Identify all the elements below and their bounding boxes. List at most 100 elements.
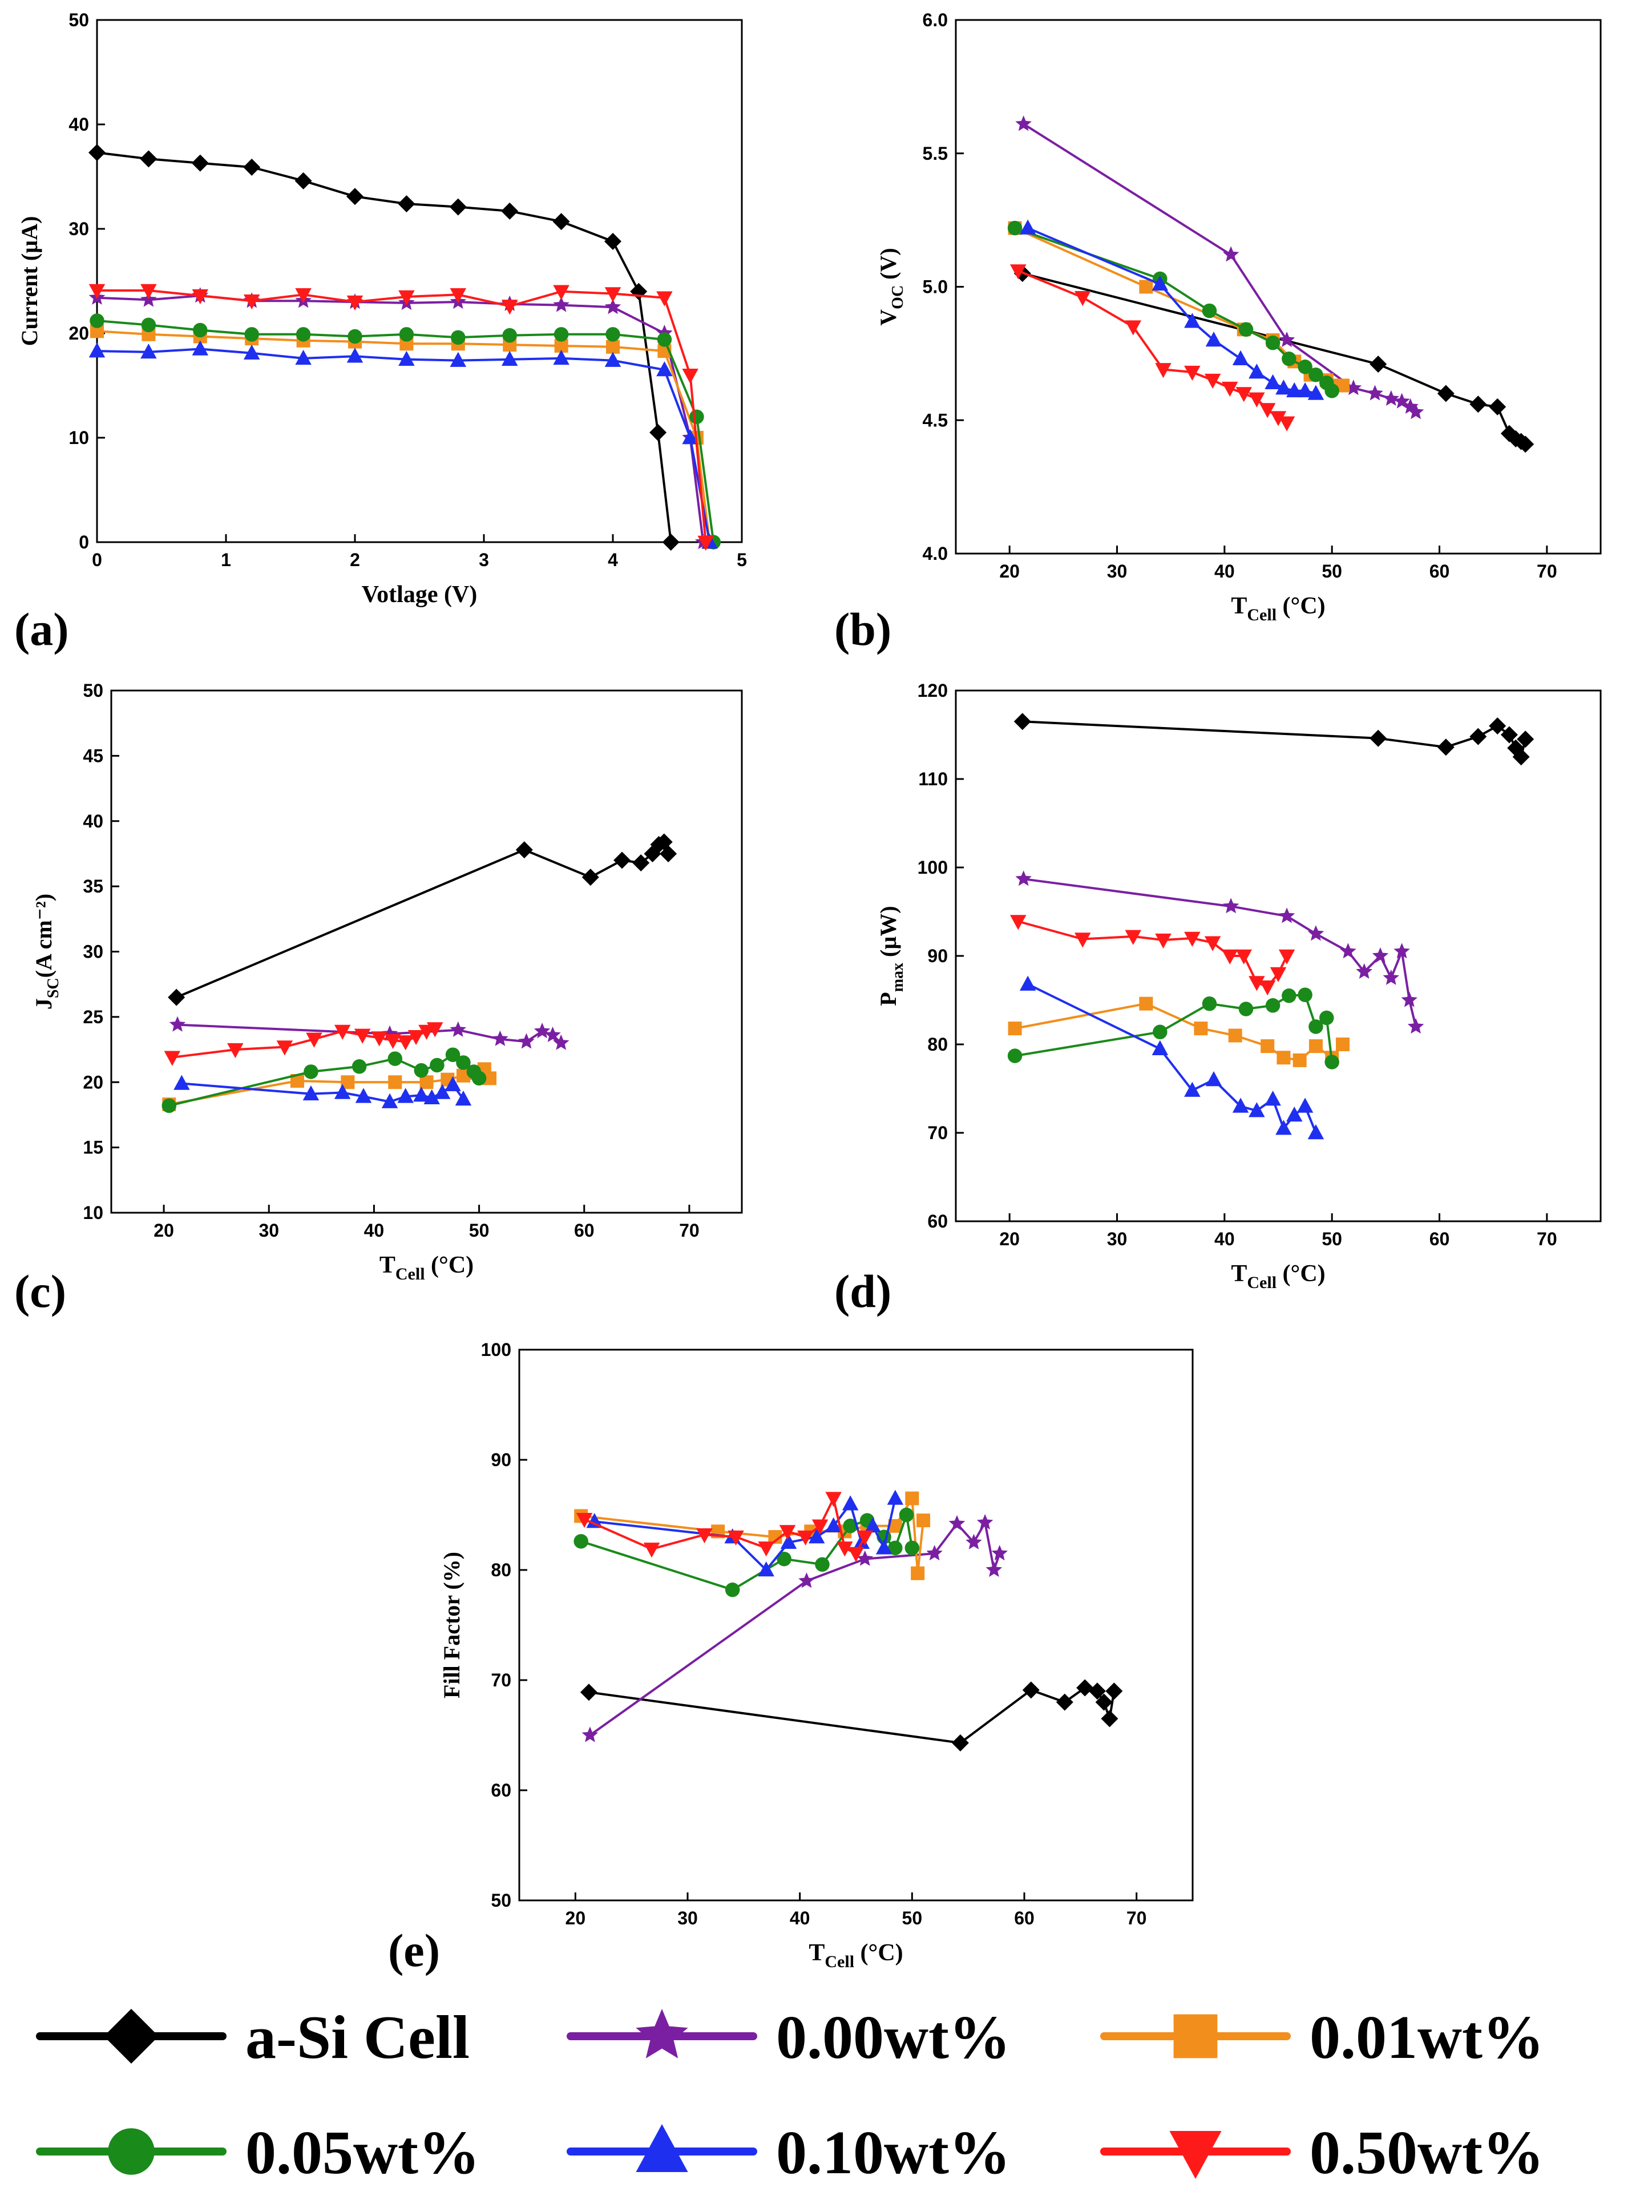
y-axis-title: JSC(A cm⁻²)	[31, 894, 62, 1010]
series-asi	[580, 1679, 1123, 1752]
data-point	[161, 1098, 177, 1113]
x-tick-label: 60	[1014, 1908, 1035, 1928]
plot-frame	[518, 1349, 1194, 1902]
data-point	[1370, 729, 1387, 747]
data-point	[88, 144, 106, 162]
series-w000	[1015, 870, 1424, 1034]
data-point	[398, 290, 415, 305]
data-point	[837, 1541, 853, 1557]
x-tick-label: 20	[154, 1220, 174, 1241]
data-point	[808, 1528, 825, 1544]
series-w010	[1019, 219, 1324, 400]
x-axis-title: TCell (°C)	[1231, 1261, 1325, 1292]
x-tick-label: 0	[92, 550, 102, 570]
data-point	[1074, 290, 1091, 306]
series-line	[176, 841, 669, 999]
plot-frame	[955, 689, 1602, 1222]
data-point	[371, 1031, 387, 1047]
data-point	[1517, 435, 1534, 453]
data-point	[451, 330, 466, 345]
data-point	[388, 1075, 402, 1089]
y-tick-label: 25	[83, 1007, 103, 1027]
data-point	[1022, 1681, 1040, 1699]
data-point	[346, 295, 363, 311]
data-point	[911, 1566, 925, 1580]
x-tick-label: 3	[479, 550, 489, 570]
data-point	[1401, 991, 1417, 1007]
legend-marker	[636, 2009, 688, 2058]
x-axis-title: TCell (°C)	[1231, 593, 1325, 624]
data-point	[657, 332, 672, 347]
series-line	[588, 1686, 1116, 1744]
series-line	[580, 1497, 924, 1575]
data-point	[1296, 382, 1314, 398]
y-tick-label: 90	[927, 946, 948, 966]
data-point	[976, 1514, 993, 1530]
x-tick-label: 20	[999, 1229, 1020, 1249]
data-point	[966, 1533, 982, 1549]
data-point	[141, 317, 156, 333]
data-point	[276, 1040, 293, 1056]
data-point	[1265, 374, 1281, 390]
x-tick-label: 50	[469, 1220, 490, 1241]
data-point	[1437, 738, 1455, 756]
data-point	[295, 349, 312, 365]
series-w010	[1019, 975, 1324, 1140]
data-point	[449, 198, 467, 216]
data-point	[1270, 411, 1287, 426]
data-point	[346, 188, 363, 205]
legend-marker	[1173, 2014, 1218, 2058]
data-point	[1232, 350, 1249, 365]
data-point	[1105, 1682, 1123, 1700]
x-tick-label: 5	[737, 550, 747, 570]
x-tick-label: 70	[679, 1220, 700, 1241]
data-point	[573, 1534, 588, 1549]
y-axis-title: Current (µA)	[17, 216, 42, 346]
series-asi	[168, 833, 677, 1006]
x-tick-label: 60	[574, 1220, 595, 1241]
plot-frame	[955, 19, 1602, 555]
data-point	[1088, 1682, 1106, 1700]
data-point	[502, 328, 517, 343]
x-tick-label: 70	[1537, 1229, 1557, 1249]
data-point	[1155, 933, 1172, 949]
series-w000	[581, 1514, 1008, 1742]
data-point	[140, 284, 157, 299]
x-tick-label: 20	[999, 561, 1020, 582]
series-w001	[1008, 996, 1350, 1067]
data-point	[1249, 364, 1265, 379]
data-point	[1222, 898, 1239, 914]
data-point	[1265, 998, 1281, 1013]
data-point	[1222, 381, 1238, 397]
data-point	[1340, 943, 1356, 959]
data-point	[604, 352, 621, 367]
series-w050	[1009, 264, 1295, 431]
data-point	[904, 1540, 920, 1556]
y-tick-label: 100	[918, 857, 948, 878]
data-point	[1009, 915, 1027, 930]
data-point	[815, 1557, 830, 1572]
series-w000	[88, 287, 712, 550]
data-point	[1372, 947, 1389, 963]
data-point	[1270, 967, 1287, 982]
data-point	[1278, 907, 1295, 923]
data-point	[397, 1035, 414, 1051]
data-point	[88, 284, 106, 299]
data-point	[1184, 313, 1201, 328]
y-tick-label: 90	[491, 1450, 511, 1470]
series-w050	[164, 1022, 443, 1066]
data-point	[381, 1093, 398, 1108]
legend-label: a-Si Cell	[245, 2004, 470, 2072]
data-point	[1204, 936, 1221, 951]
data-point	[355, 1088, 372, 1103]
y-tick-label: 30	[83, 942, 103, 962]
data-point	[1155, 363, 1172, 378]
data-point	[887, 1490, 904, 1505]
x-tick-label: 70	[1537, 561, 1557, 582]
y-tick-label: 60	[491, 1780, 511, 1801]
data-point	[758, 1541, 774, 1557]
data-point	[1407, 1018, 1424, 1034]
data-point	[434, 1084, 451, 1099]
x-tick-label: 30	[1107, 561, 1128, 582]
data-point	[798, 1572, 815, 1588]
